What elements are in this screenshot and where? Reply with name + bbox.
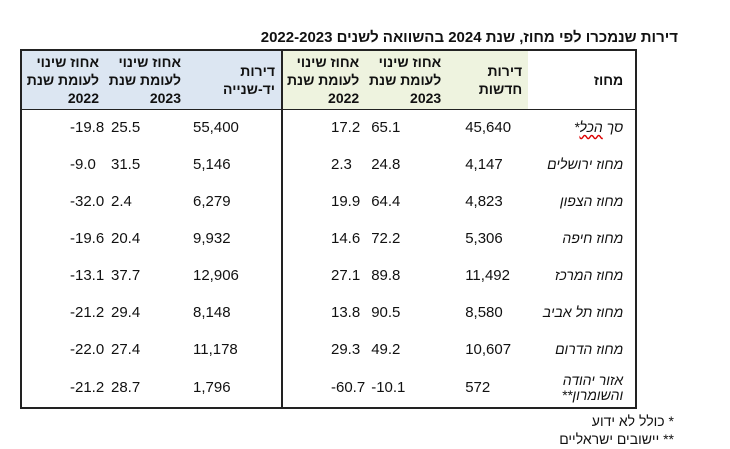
cell-used-pct-2022: -13.1 bbox=[20, 257, 105, 294]
footnote-settlements: ** יישובים ישראליים bbox=[559, 431, 674, 447]
header-district: מחוז bbox=[528, 49, 638, 110]
cell-new-units: 5,306 bbox=[465, 230, 503, 247]
header-new-pct-2023: אחוז שינוי לעומת שנת 2023 bbox=[365, 49, 448, 110]
cell-used-pct-2023: 25.5 bbox=[111, 119, 141, 137]
table-row: מחוז תל אביב 8,580 90.5 13.8 8,148 29.4 … bbox=[20, 294, 638, 331]
cell-new-pct-2023: 72.2 bbox=[371, 230, 401, 247]
district-name: מחוז ירושלים bbox=[528, 146, 638, 183]
district-name: מחוז תל אביב bbox=[528, 294, 638, 331]
table-row: מחוז חיפה 5,306 72.2 14.6 9,932 20.4 -19… bbox=[20, 220, 638, 257]
cell-used-pct-2023: 20.4 bbox=[111, 230, 141, 247]
cell-used-pct-2022: -19.6 bbox=[20, 220, 105, 257]
cell-new-units: 10,607 bbox=[465, 341, 512, 358]
cell-new-units: 4,823 bbox=[465, 193, 503, 210]
header-new-pct-2022: אחוז שינוי לעומת שנת 2022 bbox=[282, 49, 366, 110]
cell-used-units: 55,400 bbox=[187, 109, 283, 146]
cell-new-units: 45,640 bbox=[465, 119, 512, 137]
cell-used-pct-2023: 31.5 bbox=[111, 156, 141, 173]
header-row: מחוז דירות חדשות אחוז שינוי לעומת שנת 20… bbox=[20, 49, 638, 110]
cell-used-pct-2022: -21.2 bbox=[20, 368, 105, 409]
district-name: מחוז המרכז bbox=[528, 257, 638, 294]
cell-used-pct-2023: 27.4 bbox=[111, 341, 141, 358]
cell-used-pct-2022: -21.2 bbox=[20, 294, 105, 331]
cell-new-pct-2023: 90.5 bbox=[371, 304, 401, 321]
table-row: מחוז המרכז 11,492 89.8 27.1 12,906 37.7 … bbox=[20, 257, 638, 294]
header-used-pct-2022: אחוז שינוי לעומת שנת 2022 bbox=[20, 49, 105, 110]
cell-new-pct-2023: 49.2 bbox=[371, 341, 401, 358]
cell-used-pct-2023: 37.7 bbox=[111, 267, 141, 284]
cell-new-pct-2022: 19.9 bbox=[331, 193, 361, 210]
district-name: סך הכל* bbox=[528, 109, 638, 146]
cell-used-units: 11,178 bbox=[187, 331, 283, 368]
district-name: מחוז חיפה bbox=[528, 220, 638, 257]
cell-new-pct-2022: -60.7 bbox=[282, 368, 366, 409]
cell-used-pct-2022: -19.8 bbox=[20, 109, 105, 146]
district-sales-table: מחוז דירות חדשות אחוז שינוי לעומת שנת 20… bbox=[20, 49, 638, 409]
cell-new-pct-2023: 24.8 bbox=[371, 156, 401, 173]
table-row: מחוז ירושלים 4,147 24.8 2.3 5,146 31.5 -… bbox=[20, 146, 638, 183]
table-row: אזור יהודה והשומרון** 572 -10.1 -60.7 1,… bbox=[20, 368, 638, 409]
cell-new-pct-2023: 64.4 bbox=[371, 193, 401, 210]
cell-new-units: 4,147 bbox=[465, 156, 503, 173]
cell-new-pct-2022: 17.2 bbox=[331, 119, 361, 137]
cell-new-pct-2022: 29.3 bbox=[331, 341, 361, 358]
header-new-units: דירות חדשות bbox=[447, 49, 529, 110]
cell-new-pct-2023: 65.1 bbox=[371, 119, 401, 137]
cell-used-pct-2023: 2.4 bbox=[111, 193, 132, 210]
cell-used-pct-2023: 29.4 bbox=[111, 304, 141, 321]
cell-new-pct-2022: 2.3 bbox=[331, 156, 352, 173]
cell-new-pct-2023: 89.8 bbox=[371, 267, 401, 284]
cell-used-units: 8,148 bbox=[187, 294, 283, 331]
cell-used-units: 5,146 bbox=[187, 146, 283, 183]
table-row: מחוז הדרום 10,607 49.2 29.3 11,178 27.4 … bbox=[20, 331, 638, 368]
table-row: סך הכל* 45,640 65.1 17.2 55,400 25.5 -19… bbox=[20, 109, 638, 146]
cell-new-units: 572 bbox=[447, 368, 529, 409]
cell-used-pct-2022: -32.0 bbox=[20, 183, 105, 220]
table-row: מחוז הצפון 4,823 64.4 19.9 6,279 2.4 -32… bbox=[20, 183, 638, 220]
district-name: אזור יהודה והשומרון** bbox=[528, 368, 638, 409]
cell-used-units: 12,906 bbox=[187, 257, 283, 294]
table-title: דירות שנמכרו לפי מחוז, שנת 2024 בהשוואה … bbox=[260, 29, 678, 46]
cell-used-pct-2023: 28.7 bbox=[105, 368, 187, 409]
cell-used-units: 1,796 bbox=[187, 368, 283, 409]
cell-used-pct-2022: -9.0 bbox=[20, 146, 105, 183]
cell-new-pct-2022: 14.6 bbox=[331, 230, 361, 247]
cell-new-units: 8,580 bbox=[465, 304, 503, 321]
header-used-units: דירות יד-שנייה bbox=[187, 49, 283, 110]
district-name: מחוז הצפון bbox=[528, 183, 638, 220]
cell-new-pct-2022: 13.8 bbox=[331, 304, 361, 321]
cell-new-pct-2023: -10.1 bbox=[365, 368, 448, 409]
cell-new-units: 11,492 bbox=[465, 267, 510, 284]
header-used-pct-2023: אחוז שינוי לעומת שנת 2023 bbox=[105, 49, 187, 110]
footnote-unknown: * כולל לא ידוע bbox=[591, 413, 674, 429]
cell-used-units: 9,932 bbox=[187, 220, 283, 257]
cell-new-pct-2022: 27.1 bbox=[331, 267, 361, 284]
district-name: מחוז הדרום bbox=[528, 331, 638, 368]
cell-used-units: 6,279 bbox=[187, 183, 283, 220]
cell-used-pct-2022: -22.0 bbox=[20, 331, 105, 368]
